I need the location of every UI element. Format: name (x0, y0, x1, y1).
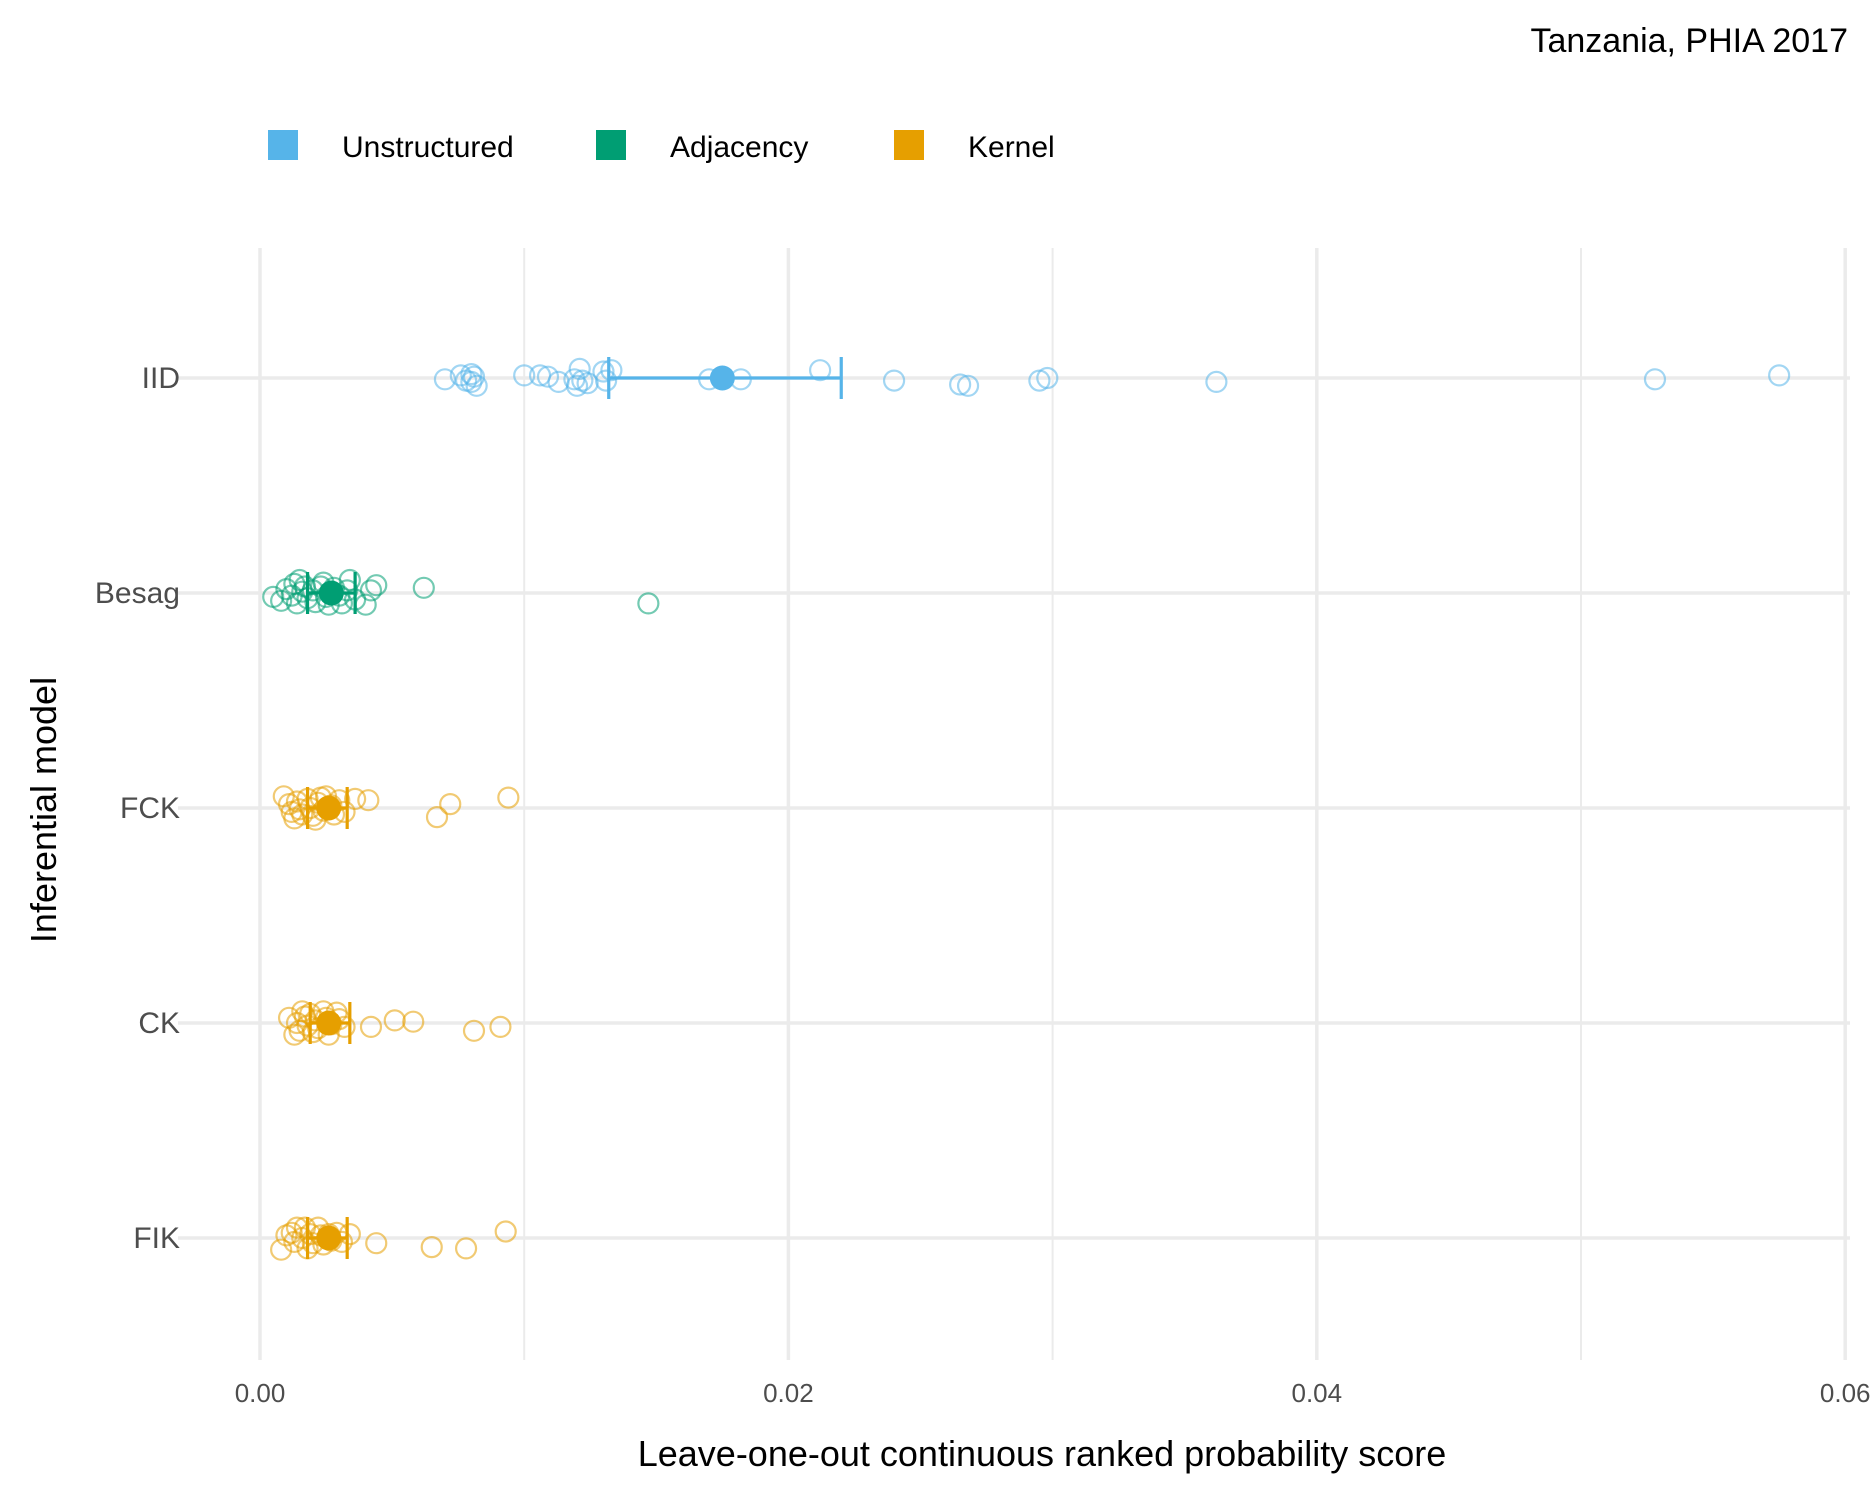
legend-label: Unstructured (342, 131, 514, 164)
y-tick-label: IID (142, 362, 180, 395)
data-point (270, 1238, 293, 1261)
legend-key (894, 130, 924, 160)
data-point (344, 787, 367, 811)
y-tick-label: FCK (120, 792, 180, 825)
data-point (536, 365, 560, 388)
x-axis-ticks: 0.00 0.02 0.04 0.06 (235, 1378, 1871, 1408)
grid (178, 248, 1850, 1360)
y-axis-ticks: IID Besag FCK CK FIK (95, 362, 180, 1255)
data-point (460, 363, 483, 386)
data-point (460, 370, 483, 393)
chart-subtitle: Tanzania, PHIA 2017 (1530, 22, 1848, 60)
mean-point (316, 795, 342, 821)
x-tick-label: 0.06 (1820, 1378, 1871, 1408)
data-point (1036, 366, 1059, 390)
x-axis-title: Leave-one-out continuous ranked probabil… (638, 1433, 1447, 1474)
data-point (565, 374, 589, 397)
legend-label: Adjacency (670, 131, 808, 164)
data-point (595, 369, 618, 392)
data-point (949, 373, 972, 396)
x-tick-label: 0.02 (763, 1378, 814, 1408)
data-point (439, 792, 462, 816)
data-point (1768, 364, 1791, 387)
x-tick-label: 0.04 (1291, 1378, 1342, 1408)
data-point (882, 369, 906, 392)
legend-label: Kernel (968, 131, 1055, 164)
data-point (465, 374, 488, 397)
mean-point (316, 1010, 342, 1036)
data-point (1643, 368, 1667, 391)
data-point (513, 364, 536, 387)
data-point (433, 368, 457, 391)
data-point (576, 372, 599, 395)
data-point (359, 579, 383, 602)
data-point (497, 786, 520, 809)
data-point (365, 1232, 388, 1255)
y-tick-label: FIK (133, 1222, 180, 1255)
data-point (425, 805, 449, 829)
data-point (637, 592, 660, 615)
data-point (291, 803, 314, 826)
legend-key (596, 130, 626, 160)
data-point (359, 1015, 383, 1039)
data-point (402, 1010, 425, 1033)
data-point (1205, 370, 1228, 393)
data-point (449, 364, 472, 387)
mean-point (318, 580, 344, 606)
data-point (357, 789, 380, 812)
data-point (338, 1222, 361, 1246)
data-point (809, 359, 832, 382)
data-point (383, 1009, 406, 1032)
data-point (454, 1237, 478, 1260)
data-point (270, 589, 293, 612)
data-point (365, 574, 388, 597)
data-point (412, 576, 435, 599)
y-axis-title: Inferential model (23, 677, 64, 943)
data-point (592, 360, 615, 383)
data-point (489, 1015, 512, 1039)
y-tick-label: Besag (95, 577, 180, 610)
data-point (956, 374, 980, 397)
summary-marks (305, 357, 843, 1259)
data-point (280, 1221, 303, 1244)
mean-point (316, 1225, 342, 1251)
y-tick-label: CK (138, 1007, 180, 1040)
data-point (420, 1235, 443, 1259)
legend: Unstructured Adjacency Kernel (268, 130, 1055, 164)
data-point (462, 1019, 486, 1042)
data-point (600, 359, 623, 382)
mean-point (709, 365, 735, 391)
legend-key (268, 130, 298, 160)
x-tick-label: 0.00 (235, 1378, 286, 1408)
data-point (494, 1220, 517, 1243)
